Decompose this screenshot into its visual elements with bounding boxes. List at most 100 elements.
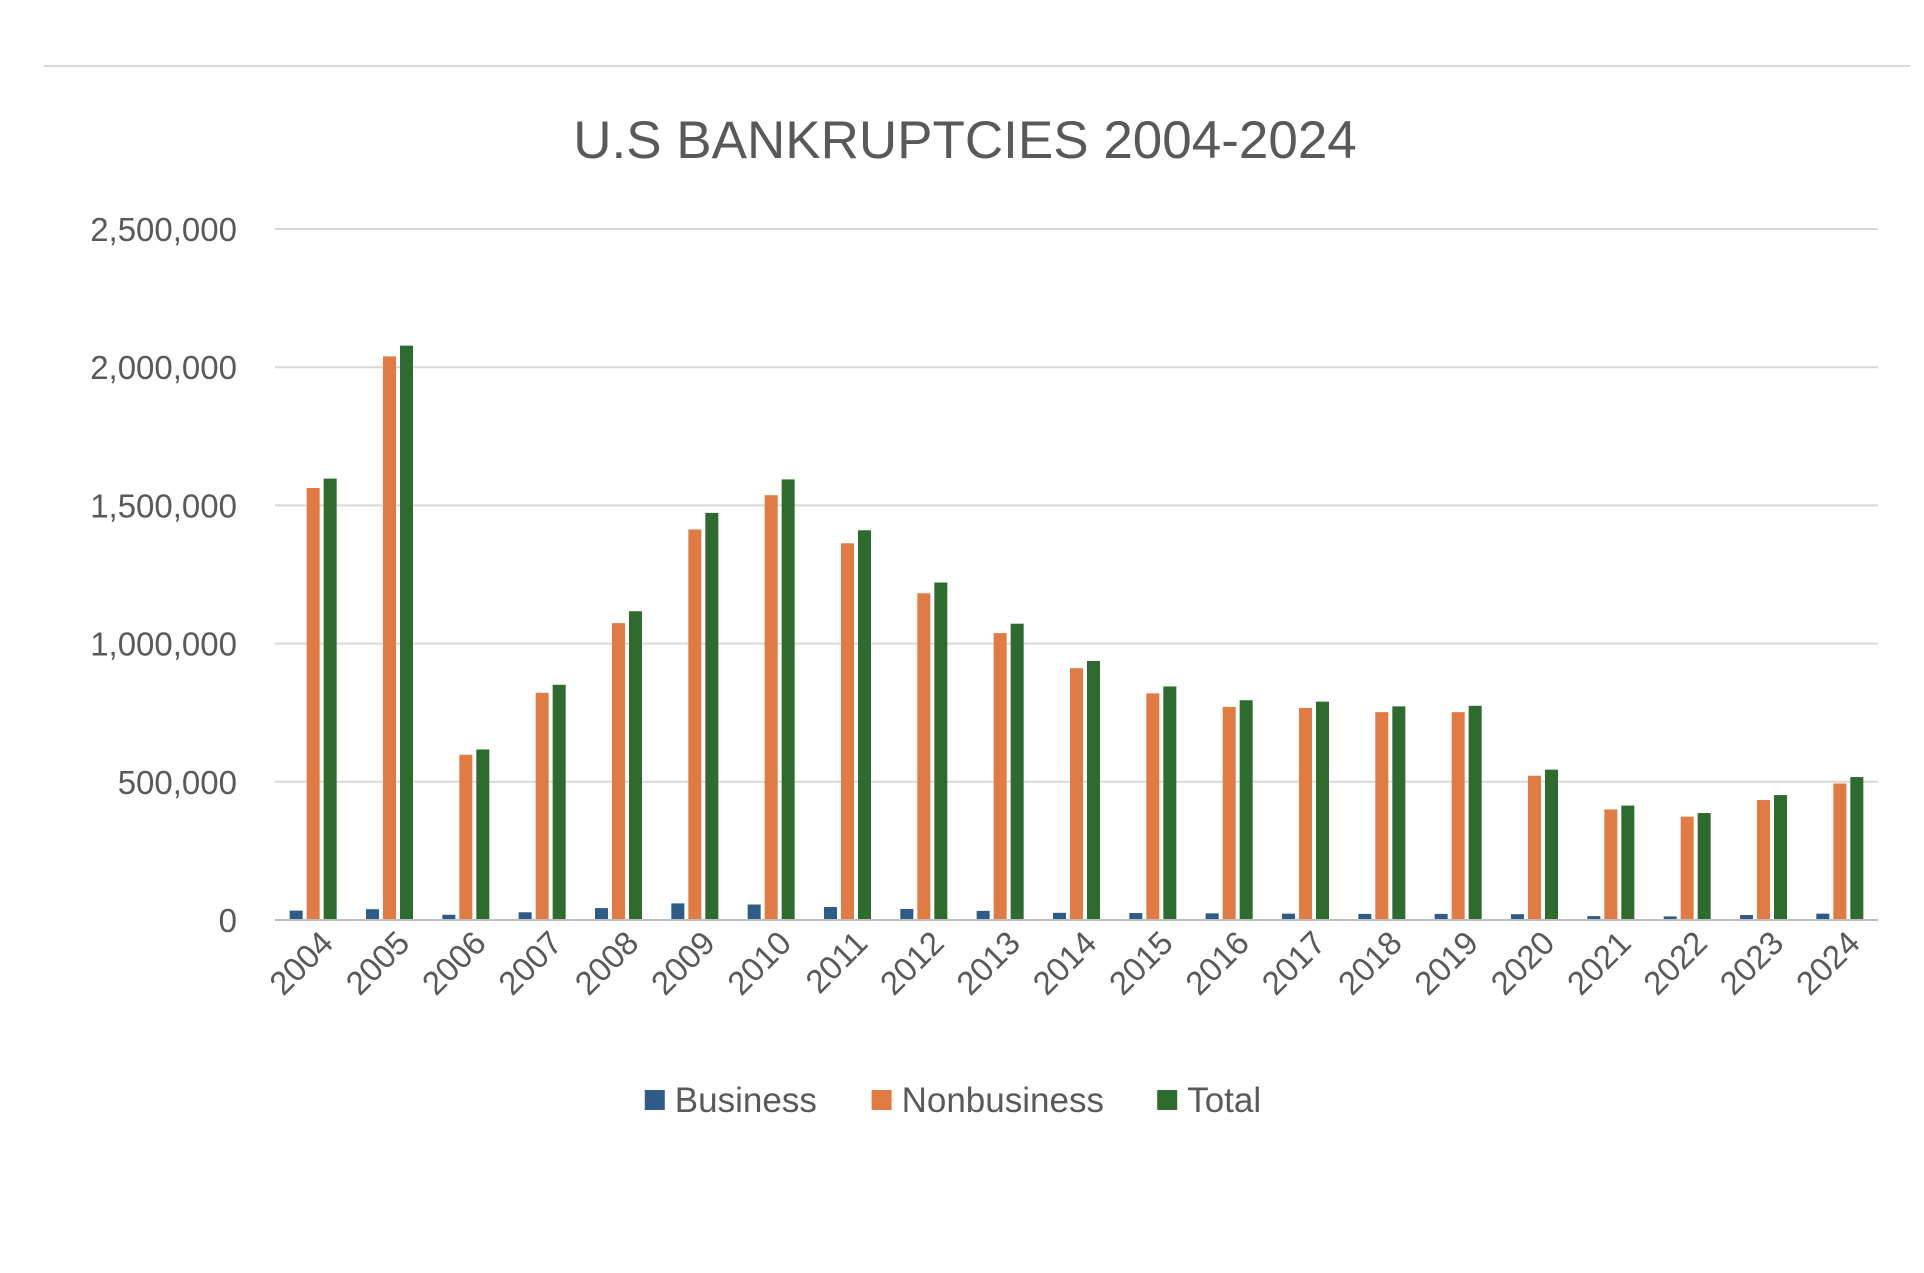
bar-nonbusiness-2018 [1375,712,1389,920]
bar-total-2024 [1850,777,1864,920]
bar-total-2015 [1163,686,1177,920]
x-tick-label: 2012 [873,924,951,1002]
bar-business-2017 [1282,913,1295,920]
x-tick-label: 2011 [798,924,874,1000]
x-tick-label: 2023 [1712,924,1790,1002]
bar-total-2022 [1697,813,1711,920]
x-tick-label: 2024 [1789,924,1867,1002]
bar-total-2021 [1621,805,1635,920]
legend-label-nonbusiness: Nonbusiness [902,1081,1104,1120]
x-tick-label: 2022 [1636,924,1714,1002]
x-tick-label: 2019 [1407,924,1485,1002]
bar-business-2006 [442,914,456,920]
bar-business-2012 [900,908,914,920]
bar-business-2014 [1053,912,1066,920]
y-tick-label: 1,000,000 [90,626,237,663]
legend-label-business: Business [675,1081,817,1120]
bar-nonbusiness-2004 [306,487,320,920]
x-tick-label: 2021 [1560,924,1638,1002]
bar-business-2008 [595,908,608,920]
bar-business-2005 [366,909,379,920]
bar-business-2019 [1434,913,1448,920]
y-tick-label: 0 [219,902,237,939]
bar-nonbusiness-2016 [1222,706,1236,920]
x-tick-label: 2008 [567,924,645,1002]
bar-nonbusiness-2022 [1680,816,1694,920]
bar-total-2014 [1087,661,1100,920]
bar-nonbusiness-2019 [1451,712,1465,920]
bar-total-2010 [781,479,795,920]
bar-total-2020 [1545,769,1558,920]
bar-total-2004 [323,478,337,920]
bar-business-2022 [1663,916,1677,920]
chart-title: U.S BANKRUPTCIES 2004-2024 [573,111,1357,170]
bar-total-2008 [629,611,642,920]
y-tick-label: 1,500,000 [90,487,237,524]
bar-total-2019 [1468,705,1482,920]
bar-nonbusiness-2024 [1833,783,1847,920]
x-tick-label: 2016 [1178,924,1256,1002]
bar-nonbusiness-2007 [535,692,549,920]
bar-nonbusiness-2005 [383,356,396,920]
bar-nonbusiness-2023 [1757,800,1770,920]
bar-business-2021 [1587,916,1601,920]
bar-business-2010 [747,904,761,920]
bar-business-2023 [1740,915,1753,920]
legend: Business Nonbusiness Total [644,1081,1261,1120]
bar-nonbusiness-2013 [993,633,1007,920]
x-tick-label: 2006 [415,924,493,1002]
y-axis-tick-labels: 0 500,000 1,000,000 1,500,000 2,000,000 2,500… [90,211,237,939]
bar-business-2024 [1816,913,1830,920]
x-tick-label: 2005 [338,924,416,1002]
bars [289,345,1864,920]
bar-nonbusiness-2009 [688,529,702,920]
bar-business-2016 [1205,913,1219,920]
bar-total-2012 [934,582,948,920]
legend-swatch-total [1157,1090,1178,1110]
y-tick-label: 2,500,000 [90,211,237,248]
x-tick-label: 2014 [1025,924,1103,1002]
bar-business-2009 [671,903,685,920]
bar-total-2016 [1239,700,1253,920]
y-tick-label: 2,000,000 [90,349,237,386]
bar-nonbusiness-2014 [1070,668,1083,920]
bar-nonbusiness-2021 [1604,809,1618,920]
bar-total-2007 [552,684,566,920]
bar-business-2013 [976,910,990,920]
x-tick-label: 2020 [1483,924,1561,1002]
bar-nonbusiness-2020 [1528,775,1541,920]
bar-total-2018 [1392,706,1406,920]
x-tick-label: 2009 [644,924,722,1002]
legend-label-total: Total [1187,1081,1261,1120]
bar-total-2011 [858,530,871,920]
bar-business-2018 [1358,913,1372,920]
x-tick-label: 2015 [1102,924,1180,1002]
bar-nonbusiness-2011 [841,543,854,920]
x-tick-label: 2018 [1331,924,1409,1002]
legend-swatch-business [644,1090,665,1110]
bar-total-2023 [1774,795,1787,920]
x-tick-label: 2010 [720,924,798,1002]
bar-total-2005 [400,345,413,920]
legend-swatch-nonbusiness [871,1090,892,1110]
bar-total-2013 [1010,623,1024,920]
bar-nonbusiness-2015 [1146,693,1160,920]
bar-business-2007 [518,912,532,920]
y-tick-label: 500,000 [118,764,237,801]
bar-business-2011 [824,907,837,920]
x-tick-label: 2017 [1254,924,1332,1002]
bar-nonbusiness-2008 [612,623,625,920]
x-tick-label: 2013 [949,924,1027,1002]
bar-total-2017 [1316,701,1329,920]
bar-nonbusiness-2012 [917,593,931,920]
bar-business-2015 [1129,913,1143,920]
bar-nonbusiness-2010 [764,495,778,920]
x-tick-label: 2004 [262,924,340,1002]
bar-total-2006 [476,749,490,920]
bar-total-2009 [705,512,719,920]
bar-nonbusiness-2017 [1299,708,1312,920]
bar-nonbusiness-2006 [459,754,473,920]
